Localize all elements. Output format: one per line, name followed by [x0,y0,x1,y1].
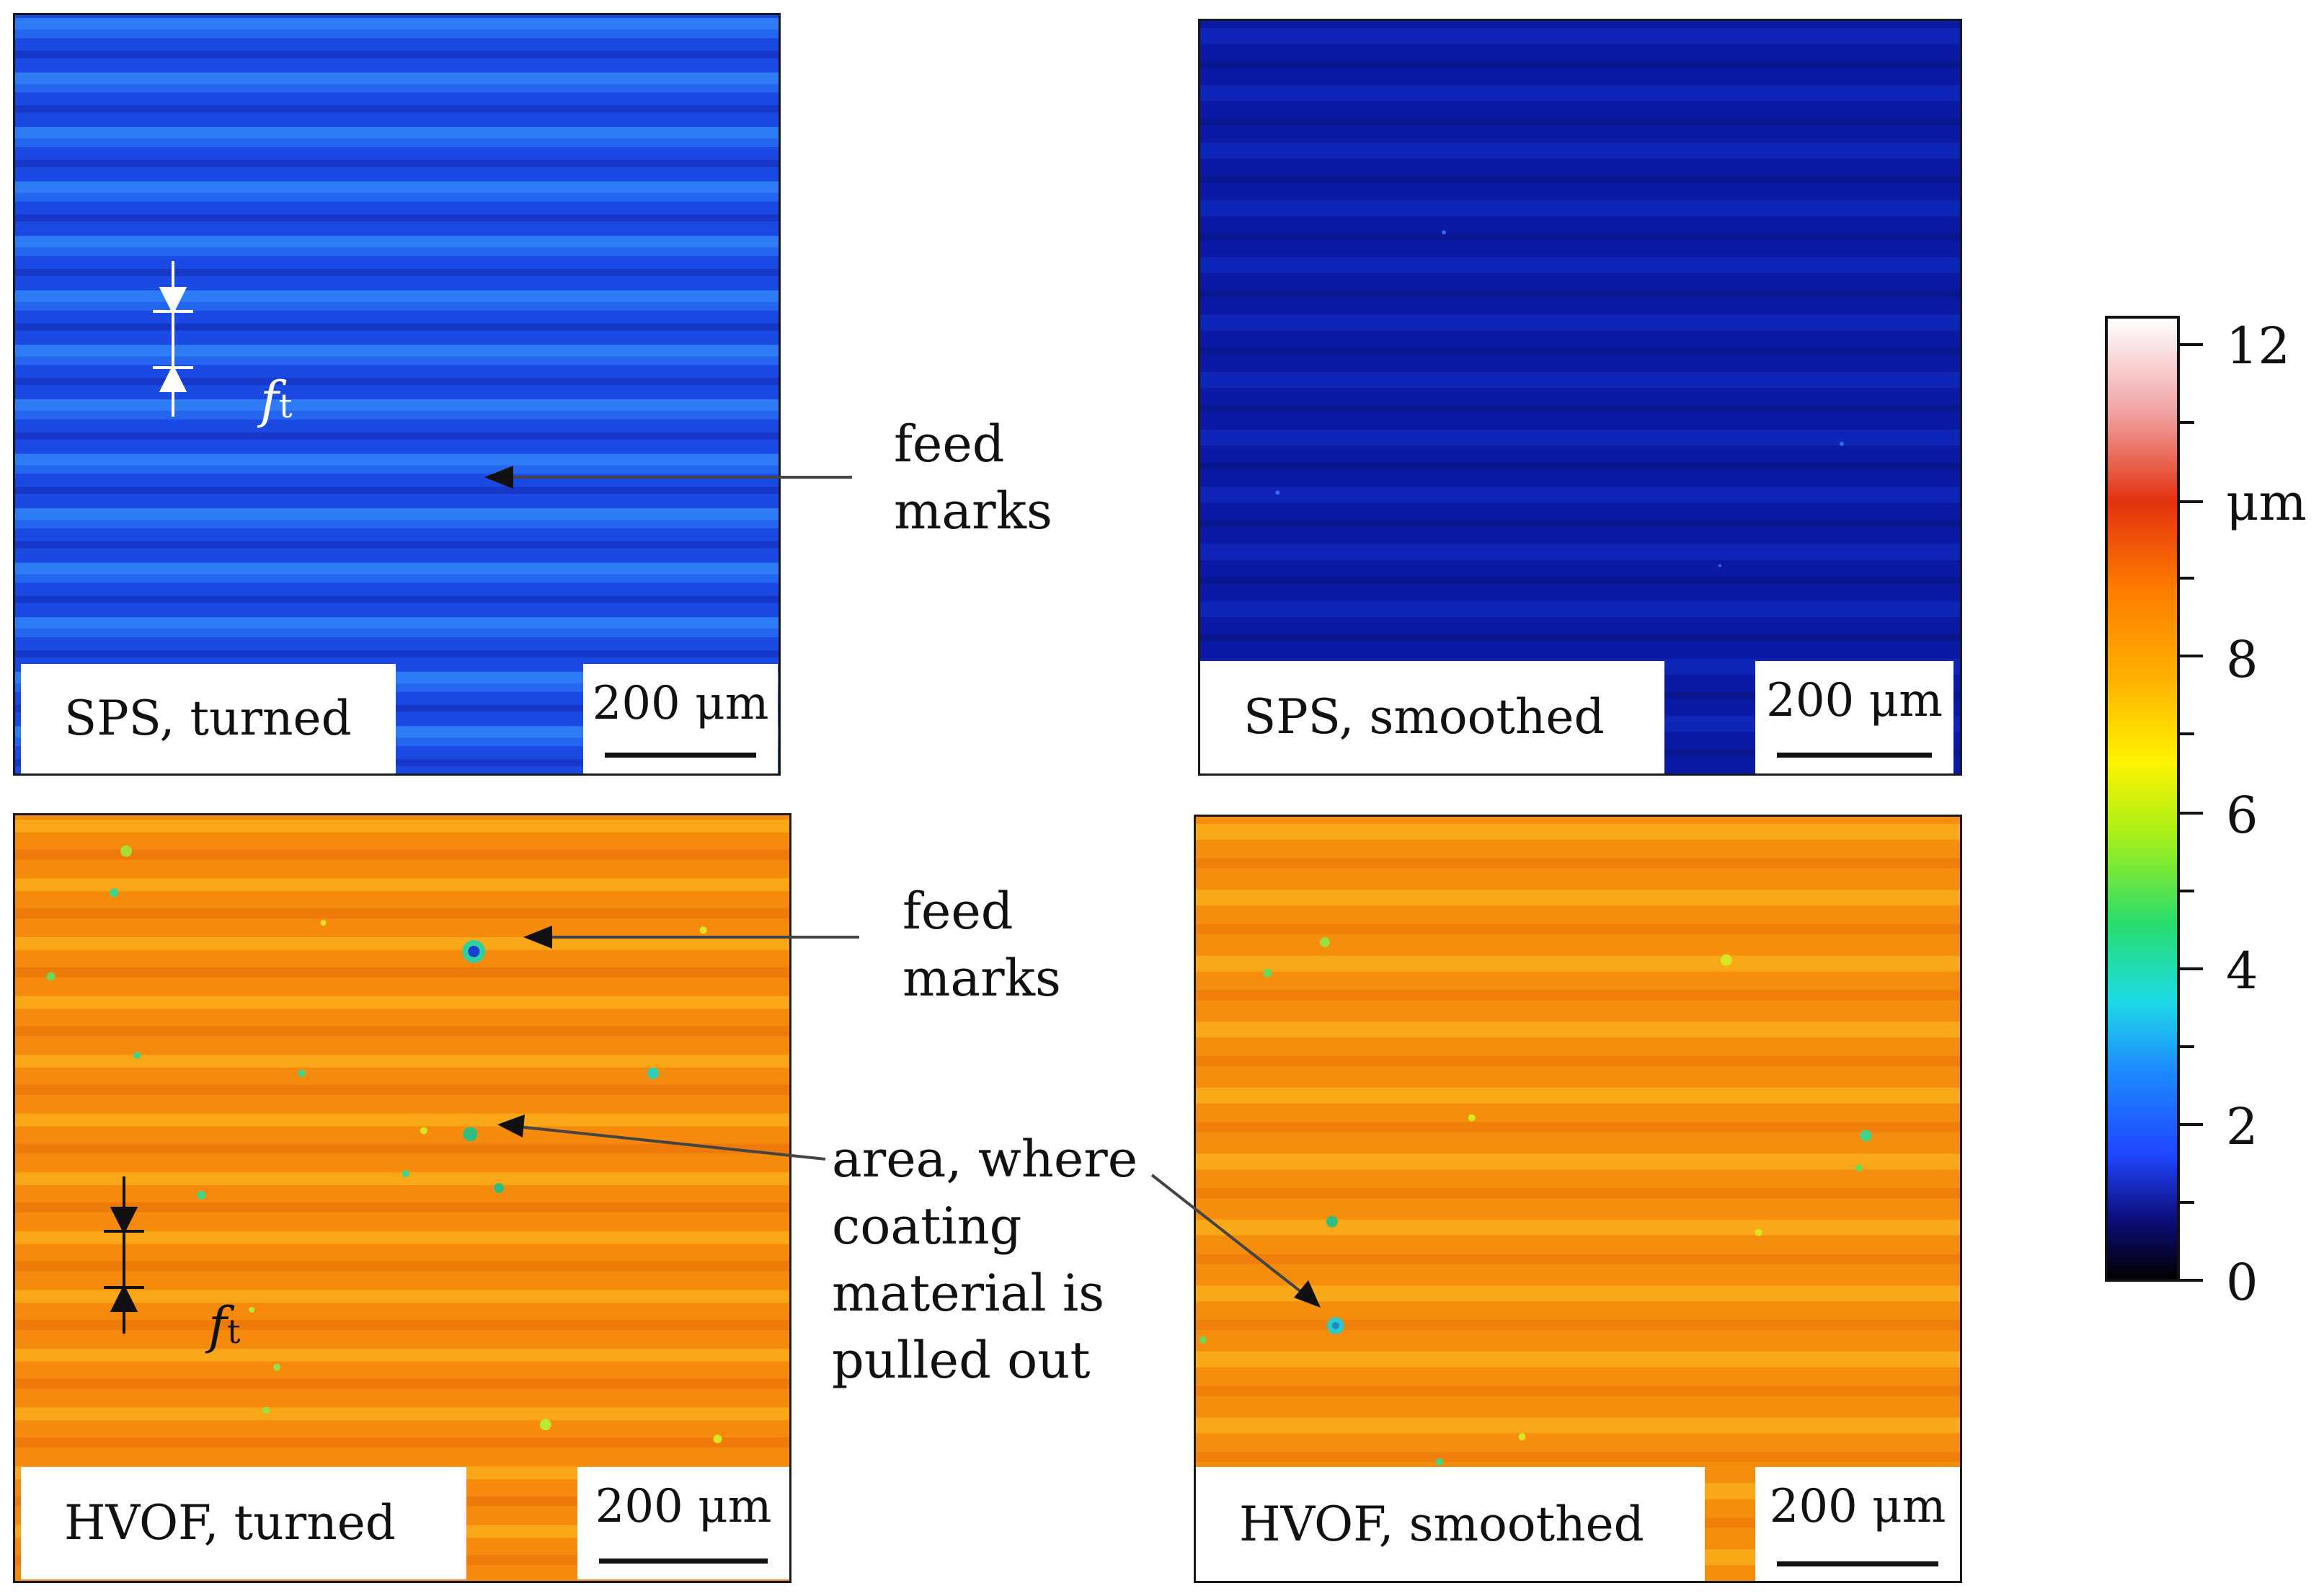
colorbar-tick-6: 6 [2226,786,2258,845]
feed-spacing-label-top: ft [196,300,292,507]
colorbar-tick-2: 2 [2226,1097,2258,1156]
panel-sps-turned: SPS, turned 200 μm [13,13,781,776]
pulled-out-label: area, where coating material is pulled o… [832,1130,1138,1390]
scalebar-line [1777,753,1932,758]
colorbar-tick-8: 8 [2226,630,2258,689]
colorbar-tick-0: 0 [2226,1253,2258,1312]
sps-smoothed-scalebar: 200 μm [1755,661,1953,773]
scalebar-text: 200 μm [592,677,769,730]
scalebar-text: 200 μm [595,1480,772,1533]
scalebar-text: 200 μm [1769,1480,1946,1533]
scalebar-line [599,1559,768,1564]
scalebar-line [1777,1561,1938,1566]
ft-symbol: f [208,1296,227,1355]
colorbar-unit: μm [2226,473,2307,532]
sps-turned-height-map [15,15,779,773]
feed-marks-label-bottom: feed marks [902,882,1061,1008]
colorbar-tick-12: 12 [2226,316,2291,376]
ft-subscript: t [226,1312,241,1351]
hvof-smoothed-scalebar: 200 μm [1755,1467,1960,1581]
panel-hvof-turned: HVOF, turned 200 μm [13,813,791,1583]
colorbar [2105,316,2180,1282]
hvof-smoothed-label: HVOF, smoothed [1196,1467,1705,1581]
sps-turned-scalebar: 200 μm [583,664,778,773]
sps-smoothed-label: SPS, smoothed [1200,661,1664,773]
colorbar-ticks [2180,343,2203,1282]
hvof-turned-label: HVOF, turned [21,1467,466,1579]
hvof-turned-scalebar: 200 μm [577,1467,789,1579]
sps-smoothed-height-map [1200,21,1960,773]
hvof-smoothed-height-map [1196,817,1960,1581]
panel-sps-smoothed: SPS, smoothed 200 μm [1198,19,1962,776]
ft-subscript: t [278,386,293,425]
sps-turned-label: SPS, turned [21,664,396,773]
scalebar-text: 200 μm [1766,674,1943,727]
ft-symbol: f [260,371,279,430]
scalebar-line [605,753,756,758]
feed-spacing-label-bottom: ft [144,1225,240,1432]
feed-marks-label-top: feed marks [894,414,1052,541]
hvof-turned-height-map [15,815,789,1581]
colorbar-tick-4: 4 [2226,941,2258,1001]
panel-hvof-smoothed: HVOF, smoothed 200 μm [1194,815,1962,1583]
